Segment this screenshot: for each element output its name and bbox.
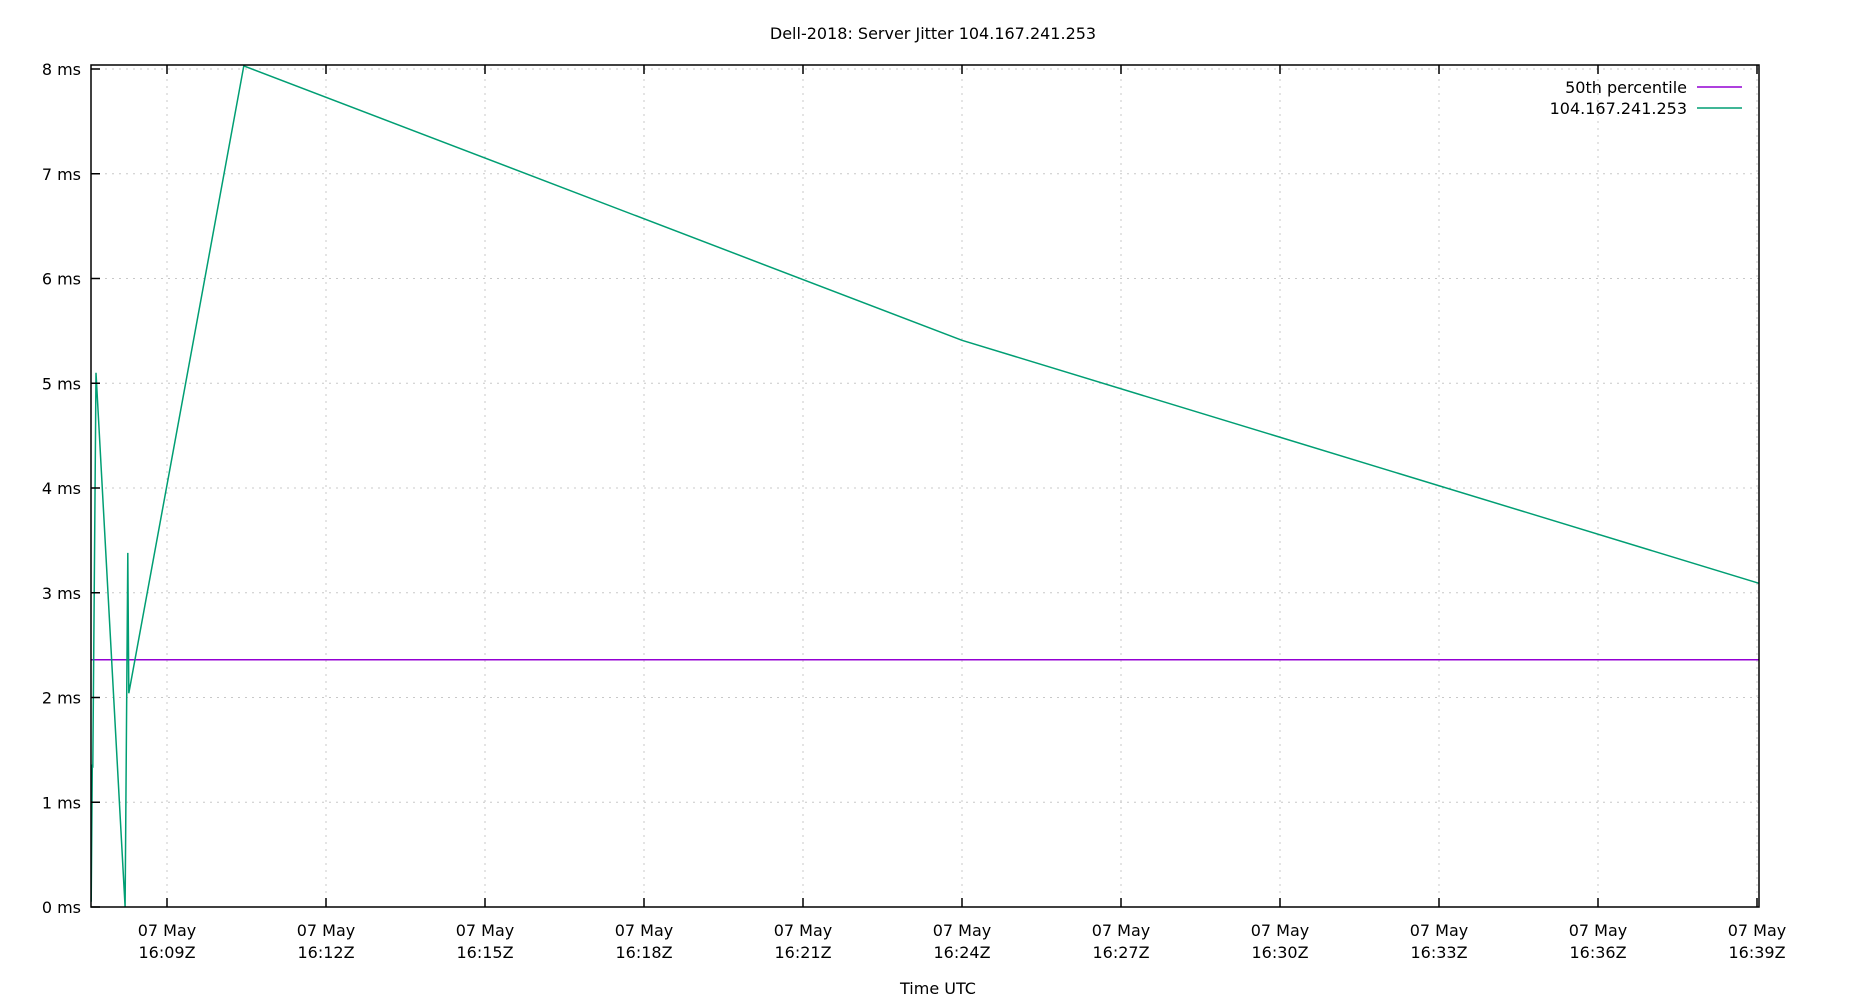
y-tick-label: 3 ms [42, 584, 81, 603]
x-tick-date: 07 May [138, 921, 197, 940]
y-tick-label: 6 ms [42, 270, 81, 289]
y-tick-label: 2 ms [42, 689, 81, 708]
x-tick-time: 16:18Z [615, 943, 672, 962]
x-tick-time: 16:36Z [1569, 943, 1626, 962]
x-tick-time: 16:33Z [1410, 943, 1467, 962]
x-tick-date: 07 May [456, 921, 515, 940]
x-tick-time: 16:15Z [456, 943, 513, 962]
x-tick-time: 16:24Z [933, 943, 990, 962]
grid-lines [91, 65, 1759, 907]
legend: 50th percentile 104.167.241.253 [1550, 78, 1742, 118]
x-axis-title: Time UTC [899, 979, 976, 998]
legend-label: 50th percentile [1565, 78, 1687, 97]
y-tick-label: 4 ms [42, 479, 81, 498]
x-tick-time: 16:12Z [297, 943, 354, 962]
series-line [90, 64, 1760, 908]
x-axis: 07 May 16:09Z 07 May 16:12Z 07 May 16:15Z 07 M… [138, 65, 1787, 962]
x-tick-date: 07 May [615, 921, 674, 940]
x-tick-date: 07 May [297, 921, 356, 940]
y-axis: 0 ms 1 ms 2 ms 3 ms 4 ms 5 ms 6 ms 7 ms 8 ms [42, 60, 100, 917]
x-tick-date: 07 May [1569, 921, 1628, 940]
x-tick-time: 16:30Z [1251, 943, 1308, 962]
x-tick-date: 07 May [774, 921, 833, 940]
x-tick-date: 07 May [1092, 921, 1151, 940]
legend-label: 104.167.241.253 [1550, 99, 1687, 118]
plot-series [90, 64, 1760, 908]
x-tick-date: 07 May [1251, 921, 1310, 940]
x-tick-date: 07 May [933, 921, 992, 940]
x-tick-time: 16:39Z [1728, 943, 1785, 962]
y-tick-label: 5 ms [42, 374, 81, 393]
x-tick-date: 07 May [1410, 921, 1469, 940]
x-tick-time: 16:21Z [774, 943, 831, 962]
y-tick-label: 0 ms [42, 898, 81, 917]
y-tick-label: 1 ms [42, 793, 81, 812]
x-tick-date: 07 May [1728, 921, 1787, 940]
y-tick-label: 7 ms [42, 165, 81, 184]
chart-title: Dell-2018: Server Jitter 104.167.241.253 [770, 24, 1096, 43]
plot-border [90, 64, 1760, 908]
x-tick-time: 16:27Z [1092, 943, 1149, 962]
x-tick-time: 16:09Z [138, 943, 195, 962]
y-tick-label: 8 ms [42, 60, 81, 79]
